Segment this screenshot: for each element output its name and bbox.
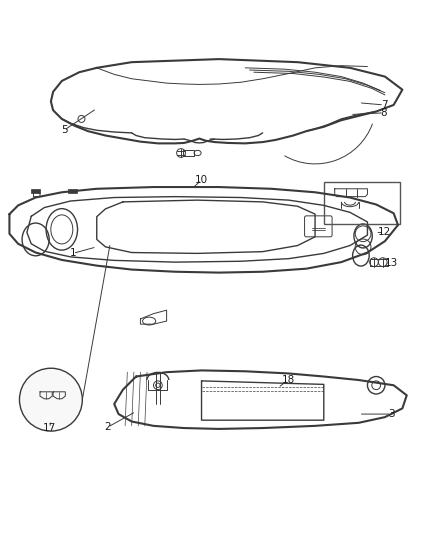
Text: 18: 18 [281, 375, 295, 385]
Bar [31, 189, 40, 193]
Bar [324, 182, 400, 224]
Text: 17: 17 [43, 423, 56, 433]
Text: 5: 5 [61, 125, 67, 135]
Text: 8: 8 [381, 108, 387, 118]
Text: 13: 13 [385, 258, 398, 268]
Text: 2: 2 [104, 422, 111, 432]
Circle shape [19, 368, 82, 431]
Text: 1: 1 [69, 248, 76, 259]
Text: 3: 3 [388, 409, 395, 419]
Bar [68, 189, 77, 193]
Text: 12: 12 [378, 228, 391, 237]
Text: 10: 10 [195, 175, 208, 185]
Text: 7: 7 [381, 100, 387, 110]
